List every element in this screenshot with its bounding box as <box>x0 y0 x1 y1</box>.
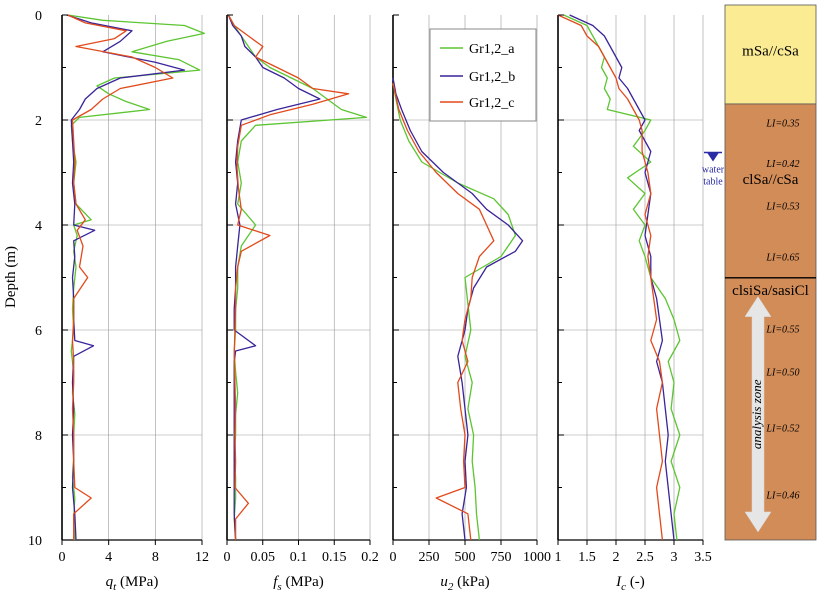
x-tick-label: 0.05 <box>251 550 276 565</box>
x-axis-unit: (kPa) <box>453 574 489 590</box>
legend-label-b: Gr1,2_b <box>469 70 515 85</box>
x-tick-label: 0.15 <box>322 550 347 565</box>
x-tick-label: 8 <box>152 550 159 565</box>
liquidity-index-label: LI=0.52 <box>765 424 799 435</box>
x-axis-subscript: t <box>113 581 117 593</box>
x-axis-label: u2 (kPa) <box>440 574 489 593</box>
liquidity-index-label: LI=0.46 <box>765 491 799 502</box>
soil-layer-label: clSa//cSa <box>743 172 799 188</box>
legend: Gr1,2_a Gr1,2_b Gr1,2_c <box>429 28 537 122</box>
series-line-c <box>67 14 174 540</box>
soil-layer-sand <box>724 4 817 105</box>
x-axis-unit: (MPa) <box>282 574 324 590</box>
x-tick-label: 1000 <box>523 550 551 565</box>
series-line-b <box>569 14 675 541</box>
soil-layer-label: mSa//cSa <box>742 43 799 59</box>
x-tick-label: 0 <box>59 550 66 565</box>
liquidity-index-label: LI=0.50 <box>765 367 799 378</box>
x-axis-symbol: f <box>273 574 279 590</box>
x-tick-label: 250 <box>419 550 440 565</box>
x-tick-label: 500 <box>455 550 476 565</box>
series-line-a <box>392 83 517 541</box>
liquidity-index-label: LI=0.35 <box>765 119 799 130</box>
series-line-b <box>227 14 321 541</box>
liquidity-index-label: LI=0.65 <box>765 252 799 263</box>
x-tick-label: 0 <box>390 550 397 565</box>
x-tick-label: 2 <box>613 550 620 565</box>
x-axis-symbol: q <box>106 574 114 590</box>
x-axis-subscript: s <box>277 581 281 593</box>
series-line-c <box>227 14 350 540</box>
analysis-zone-label: analysis zone <box>749 379 764 449</box>
x-tick-label: 12 <box>195 550 209 565</box>
x-tick-label: 1 <box>555 550 562 565</box>
x-axis-label: qt (MPa) <box>106 574 159 593</box>
soil-layer-label: clsiSa/sasiCl <box>732 283 809 299</box>
x-axis-subscript: 2 <box>448 581 454 593</box>
y-tick-label: 8 <box>35 429 42 444</box>
series-line-a <box>563 14 681 541</box>
x-tick-label: 0.2 <box>361 550 379 565</box>
soil-layer-clay <box>724 103 817 279</box>
x-tick-label: 4 <box>105 550 112 565</box>
liquidity-index-label: LI=0.55 <box>765 325 799 336</box>
x-tick-label: 750 <box>491 550 512 565</box>
y-tick-label: 0 <box>35 9 42 24</box>
liquidity-index-label: LI=0.42 <box>765 159 799 170</box>
series-line-b <box>66 14 186 541</box>
series-line-c <box>392 83 495 541</box>
legend-box <box>429 28 537 122</box>
water-table-label: water <box>702 164 725 175</box>
x-tick-label: 0.1 <box>290 550 308 565</box>
series-line-c <box>557 14 664 541</box>
grid-lines <box>62 15 704 540</box>
x-axis-unit: (MPa) <box>116 574 158 590</box>
y-tick-label: 2 <box>35 114 42 129</box>
legend-label-a: Gr1,2_a <box>469 42 515 57</box>
x-axis-label: fs (MPa) <box>273 574 324 593</box>
data-series <box>66 14 681 541</box>
x-tick-label: 2.5 <box>636 550 654 565</box>
x-tick-label: 3 <box>671 550 678 565</box>
x-axis-unit: (-) <box>626 574 645 590</box>
x-axis-symbol: I <box>615 574 622 590</box>
y-tick-label: 6 <box>35 324 42 339</box>
water-table-label: table <box>703 176 723 187</box>
water-table-icon <box>707 152 719 162</box>
series-line-b <box>392 77 524 541</box>
x-tick-label: 0 <box>224 550 231 565</box>
x-axis-subscript: c <box>621 581 626 593</box>
x-axis-label: Ic (-) <box>615 574 645 593</box>
analysis-zone-arrow <box>744 296 772 533</box>
soil-layer-clay <box>724 277 817 541</box>
legend-label-c: Gr1,2_c <box>469 96 515 111</box>
soil-column: analysis zone mSa//cSa clSa//cSa clsiSa/sas… <box>702 4 817 541</box>
y-tick-label: 10 <box>28 534 42 549</box>
x-axis-symbol: u <box>440 574 448 590</box>
liquidity-index-label: LI=0.53 <box>765 202 799 213</box>
y-tick-label: 4 <box>35 219 42 234</box>
x-tick-label: 1.5 <box>578 550 596 565</box>
y-axis-label: Depth (m) <box>3 246 19 308</box>
x-tick-label: 3.5 <box>694 550 712 565</box>
